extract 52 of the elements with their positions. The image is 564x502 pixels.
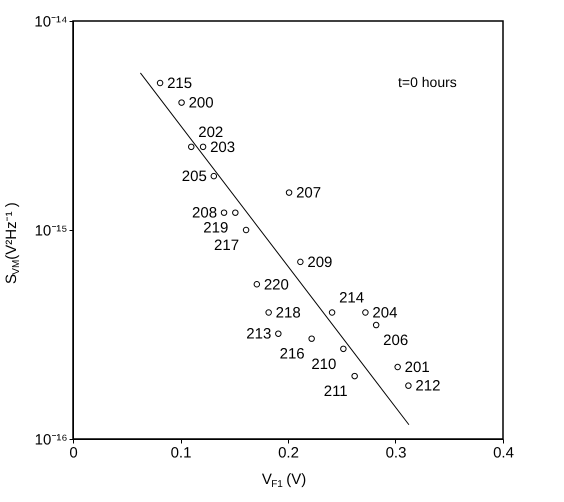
annotation: 202 (198, 124, 224, 141)
x-tick-label: 0.1 (170, 444, 192, 462)
point (351, 372, 358, 380)
point (308, 335, 315, 342)
annotation: 208 (192, 204, 218, 222)
point (265, 309, 272, 316)
point (156, 80, 164, 86)
annotation: t=0 hours (398, 74, 457, 90)
y-axis-title: SVM(V²Hz⁻¹ ) (3, 202, 22, 284)
annotation: 203 (210, 138, 236, 156)
x-tick-label: 0 (69, 444, 78, 462)
y-tick-label: 10⁻¹⁴ (34, 14, 68, 30)
point (254, 281, 260, 288)
annotation: 215 (167, 75, 192, 92)
point (200, 144, 206, 150)
point (362, 309, 369, 316)
annotation: 205 (182, 168, 207, 186)
annotation: 200 (188, 94, 214, 112)
annotation: 201 (404, 359, 430, 376)
point (286, 189, 292, 196)
annotation: 216 (280, 346, 305, 363)
annotation: 217 (214, 237, 240, 254)
point (188, 144, 194, 150)
point (232, 209, 239, 216)
x-tick-label: 0.2 (278, 444, 299, 462)
annotation: 213 (246, 326, 272, 343)
annotation: 220 (264, 276, 289, 294)
x-tick-label: 0.4 (493, 444, 514, 462)
y-tick-label: 10⁻¹⁵ (34, 222, 68, 240)
point (394, 364, 401, 370)
annotation: 206 (383, 332, 408, 350)
annotation: 218 (276, 304, 301, 322)
annotation: 211 (324, 383, 348, 400)
point (297, 258, 304, 266)
x-tick-label: 0.3 (386, 444, 406, 462)
y-tick-label: 10⁻¹⁶ (34, 432, 68, 448)
annotation: 219 (203, 220, 228, 237)
point (275, 330, 282, 337)
point (210, 172, 218, 180)
annotation: 212 (415, 378, 440, 395)
annotation: 209 (307, 254, 332, 271)
point (405, 382, 412, 389)
annotation: 210 (311, 356, 336, 373)
point (340, 346, 347, 352)
point (242, 226, 250, 234)
annotation: 214 (339, 289, 364, 306)
point (220, 209, 228, 216)
annotation: 204 (372, 304, 398, 322)
annotation: 207 (296, 184, 322, 202)
point (178, 99, 185, 106)
point (328, 309, 336, 316)
point (372, 322, 380, 328)
